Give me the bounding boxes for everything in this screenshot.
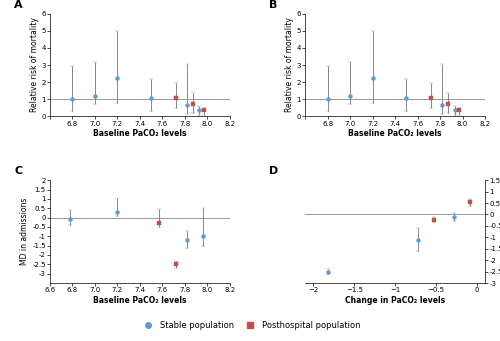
X-axis label: Baseline PaCO₂ levels: Baseline PaCO₂ levels (348, 129, 442, 138)
X-axis label: Change in PaCO₂ levels: Change in PaCO₂ levels (345, 296, 445, 305)
X-axis label: Baseline PaCO₂ levels: Baseline PaCO₂ levels (93, 129, 186, 138)
Text: A: A (14, 0, 22, 10)
Y-axis label: MD in admissions: MD in admissions (20, 198, 30, 265)
Text: C: C (14, 166, 22, 176)
Y-axis label: Relative risk of mortality: Relative risk of mortality (285, 18, 294, 113)
Legend: Stable population, Posthospital population: Stable population, Posthospital populati… (136, 318, 364, 333)
X-axis label: Baseline PaCO₂ levels: Baseline PaCO₂ levels (93, 296, 186, 305)
Text: B: B (270, 0, 278, 10)
Text: D: D (270, 166, 278, 176)
Y-axis label: Relative risk of mortality: Relative risk of mortality (30, 18, 38, 113)
